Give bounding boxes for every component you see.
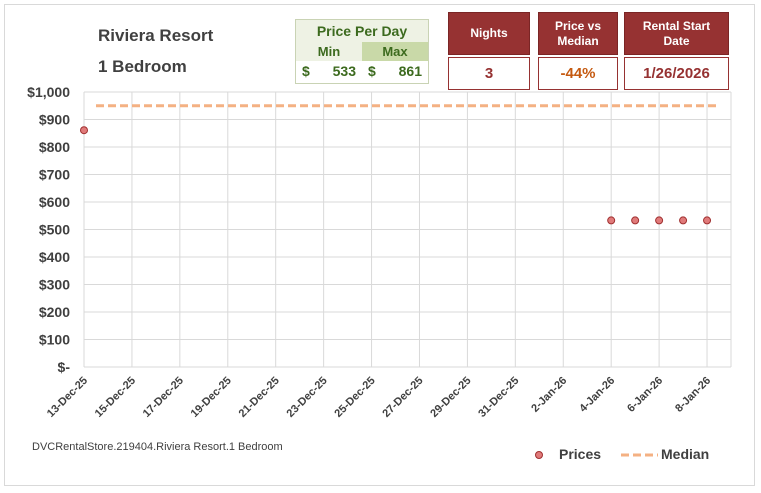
x-tick-label: 17-Dec-25 xyxy=(141,375,186,420)
rental-start-kpi: Rental Start Date 1/26/2026 xyxy=(624,12,729,90)
x-tick-label: 4-Jan-26 xyxy=(577,375,617,415)
legend-prices-label: Prices xyxy=(559,446,601,462)
y-tick-label: $500 xyxy=(39,222,70,238)
y-tick-label: $- xyxy=(58,359,71,375)
resort-title: Riviera Resort xyxy=(98,26,214,45)
y-tick-label: $900 xyxy=(39,112,70,128)
legend-median-label: Median xyxy=(661,446,709,462)
min-label: Min xyxy=(296,42,362,61)
x-tick-label: 27-Dec-25 xyxy=(380,375,425,420)
min-price: $ 533 xyxy=(296,61,362,82)
y-tick-label: $1,000 xyxy=(27,84,70,100)
price-point xyxy=(679,216,688,225)
price-point xyxy=(703,216,712,225)
min-value: 533 xyxy=(332,63,356,79)
price-vs-median-label: Price vs Median xyxy=(538,12,618,55)
x-tick-label: 19-Dec-25 xyxy=(189,375,234,420)
footer-source: DVCRentalStore.219404.Riviera Resort.1 B… xyxy=(32,441,283,453)
y-tick-label: $100 xyxy=(39,332,70,348)
x-tick-label: 25-Dec-25 xyxy=(332,375,377,420)
rental-start-value: 1/26/2026 xyxy=(624,57,729,90)
price-point xyxy=(655,216,664,225)
max-currency: $ xyxy=(368,63,376,79)
y-tick-label: $200 xyxy=(39,304,70,320)
nights-label: Nights xyxy=(448,12,530,55)
y-tick-label: $600 xyxy=(39,194,70,210)
x-tick-label: 15-Dec-25 xyxy=(93,375,138,420)
x-tick-label: 31-Dec-25 xyxy=(476,375,521,420)
price-per-day-title: Price Per Day xyxy=(296,20,428,42)
max-value: 861 xyxy=(398,63,422,79)
x-tick-label: 6-Jan-26 xyxy=(625,375,665,415)
x-tick-label: 23-Dec-25 xyxy=(285,375,330,420)
max-label: Max xyxy=(362,42,428,61)
x-tick-label: 13-Dec-25 xyxy=(45,375,90,420)
legend-prices-marker xyxy=(535,451,543,459)
price-point xyxy=(631,216,640,225)
max-price: $ 861 xyxy=(362,61,428,82)
y-tick-label: $400 xyxy=(39,249,70,265)
rental-start-label: Rental Start Date xyxy=(624,12,729,55)
x-tick-label: 8-Jan-26 xyxy=(673,375,713,415)
x-tick-label: 29-Dec-25 xyxy=(428,375,473,420)
price-point xyxy=(80,126,88,135)
room-type: 1 Bedroom xyxy=(98,57,187,76)
price-vs-median-kpi: Price vs Median -44% xyxy=(538,12,618,90)
price-per-day-box: Price Per Day Min Max $ 533 $ 861 xyxy=(295,19,429,84)
x-tick-label: 21-Dec-25 xyxy=(237,375,282,420)
y-tick-label: $700 xyxy=(39,167,70,183)
nights-value: 3 xyxy=(448,57,530,90)
x-tick-label: 2-Jan-26 xyxy=(529,375,569,415)
y-tick-label: $300 xyxy=(39,277,70,293)
price-point xyxy=(607,216,616,225)
nights-kpi: Nights 3 xyxy=(448,12,530,90)
price-vs-median-value: -44% xyxy=(538,57,618,90)
y-tick-label: $800 xyxy=(39,139,70,155)
min-currency: $ xyxy=(302,63,310,79)
